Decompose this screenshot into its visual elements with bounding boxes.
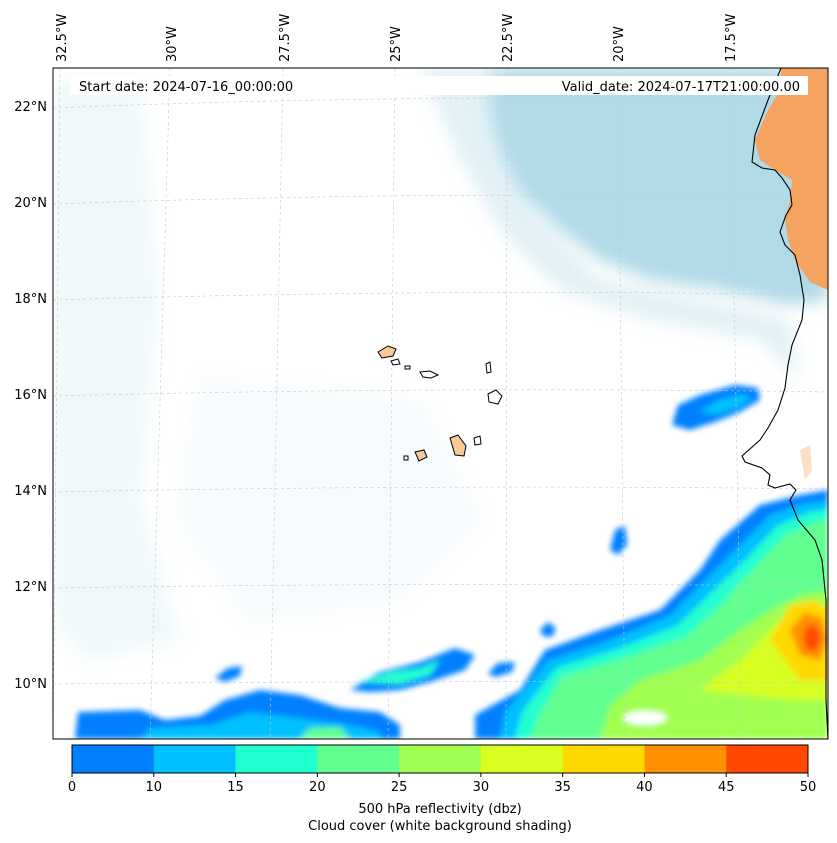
gridline-lon-27-5 <box>269 68 284 739</box>
gridline-lon-17-5 <box>729 68 743 739</box>
reflectivity-cell-16n-inner <box>700 394 752 415</box>
reflectivity-cell-small-1 <box>215 666 242 682</box>
colorbar-tick-label-5: 30 <box>473 780 490 795</box>
gridline-lat-18 <box>53 292 828 301</box>
lat-label-20n: 20°N <box>14 196 47 211</box>
colorbar-tick-label-7: 40 <box>636 780 653 795</box>
colorbar-tick-label-0: 0 <box>68 780 76 795</box>
gridline-lat-14 <box>53 486 828 493</box>
colorbar: 0 10 15 20 25 30 35 40 45 50 500 hPa reflectivity… <box>68 744 816 834</box>
gridline-lon-30 <box>149 68 171 739</box>
lon-label-20w: 20°W <box>612 26 627 62</box>
colorbar-swatch-4 <box>399 745 482 773</box>
cape-verde-islands <box>377 345 503 462</box>
lat-label-22n: 22°N <box>14 100 47 115</box>
gridline-lon-32-5 <box>53 68 61 739</box>
colorbar-tick-label-4: 25 <box>391 780 408 795</box>
gridline-lat-20 <box>53 194 828 205</box>
cloud-cover-west-faint <box>53 80 180 660</box>
colorbar-tick-label-1: 10 <box>146 780 163 795</box>
colorbar-label-line1: 500 hPa reflectivity (dbz) <box>358 802 521 817</box>
lat-label-16n: 16°N <box>14 388 47 403</box>
colorbar-swatch-5 <box>480 745 564 773</box>
island-brava <box>403 455 409 461</box>
reflectivity-field <box>75 385 828 739</box>
longitude-labels: 32.5°W 30°W 27.5°W 25°W 22.5°W 20°W 17.5… <box>55 14 739 62</box>
colorbar-tick-label-9: 50 <box>800 780 817 795</box>
lat-label-12n: 12°N <box>14 580 47 595</box>
colorbar-tick-label-2: 15 <box>227 780 244 795</box>
island-santa-luzia <box>404 365 411 370</box>
lat-label-14n: 14°N <box>14 484 47 499</box>
island-santiago <box>449 434 467 457</box>
gridline-lat-22 <box>53 97 828 109</box>
lon-label-27-5w: 27.5°W <box>278 14 293 62</box>
date-header-bar <box>70 76 808 95</box>
gridline-lon-22-5 <box>505 68 508 739</box>
africa-land-orange <box>755 68 828 290</box>
colorbar-swatch-6 <box>562 745 645 773</box>
map-frame <box>52 67 829 740</box>
colorbar-swatch-3 <box>317 745 400 773</box>
island-maio <box>473 435 482 446</box>
reflectivity-cell-southwest-core <box>300 727 350 739</box>
colorbar-tick-label-8: 45 <box>718 780 735 795</box>
africa-land-hint <box>800 445 812 480</box>
colorbar-swatch-2 <box>235 745 318 773</box>
reflectivity-band-25-30 <box>600 590 828 739</box>
colorbar-swatch-7 <box>644 745 727 773</box>
gridline-lat-16 <box>53 389 828 397</box>
island-santo-antao <box>377 345 397 359</box>
latitude-labels: 22°N 20°N 18°N 16°N 14°N 12°N 10°N <box>14 100 47 692</box>
reflectivity-core-45-50 <box>804 625 820 651</box>
reflectivity-cell-small-2 <box>488 662 515 677</box>
cloud-cover-northeast <box>490 68 828 305</box>
colorbar-frame <box>71 744 809 774</box>
lon-label-25w: 25°W <box>389 26 404 62</box>
colorbar-swatches <box>72 745 809 773</box>
colorbar-tick-label-6: 35 <box>554 780 571 795</box>
lat-label-10n: 10°N <box>14 677 47 692</box>
island-sal <box>485 361 492 374</box>
cloud-cover-northeast-faint <box>420 68 800 380</box>
reflectivity-cell-band-10n-inner <box>360 660 440 684</box>
island-sao-nicolau <box>419 370 440 379</box>
cloud-cover-central-faint <box>180 380 480 620</box>
reflectivity-cell-small-4 <box>610 526 627 555</box>
lon-label-32-5w: 32.5°W <box>55 14 70 62</box>
colorbar-swatch-8 <box>726 745 809 773</box>
map-panel: Start date: 2024-07-16_00:00:00 Valid_da… <box>53 68 828 739</box>
gridline-lon-25 <box>387 68 396 739</box>
gridlines <box>53 68 828 739</box>
reflectivity-clear-gap <box>623 711 667 725</box>
colorbar-ticks: 0 10 15 20 25 30 35 40 45 50 <box>68 773 816 795</box>
gridline-lat-12 <box>53 584 828 589</box>
colorbar-label-line2: Cloud cover (white background shading) <box>308 819 572 834</box>
lat-label-18n: 18°N <box>14 292 47 307</box>
valid-date-label: Valid_date: 2024-07-17T21:00:00.00 <box>562 80 800 95</box>
island-sao-vicente <box>390 358 401 366</box>
colorbar-swatch-0 <box>72 745 155 773</box>
colorbar-swatch-1 <box>153 745 237 773</box>
lon-label-30w: 30°W <box>165 26 180 62</box>
africa-coastline <box>741 68 828 739</box>
island-boa-vista <box>487 389 503 405</box>
reflectivity-cell-small-3 <box>540 622 556 637</box>
gridline-lat-10 <box>53 681 828 685</box>
island-fogo <box>414 449 428 462</box>
colorbar-tick-label-3: 20 <box>309 780 326 795</box>
lon-label-22-5w: 22.5°W <box>501 14 516 62</box>
start-date-label: Start date: 2024-07-16_00:00:00 <box>79 80 293 95</box>
cloud-cover-shading <box>53 68 828 660</box>
lon-label-17-5w: 17.5°W <box>724 14 739 62</box>
gridline-lon-20 <box>617 68 626 739</box>
